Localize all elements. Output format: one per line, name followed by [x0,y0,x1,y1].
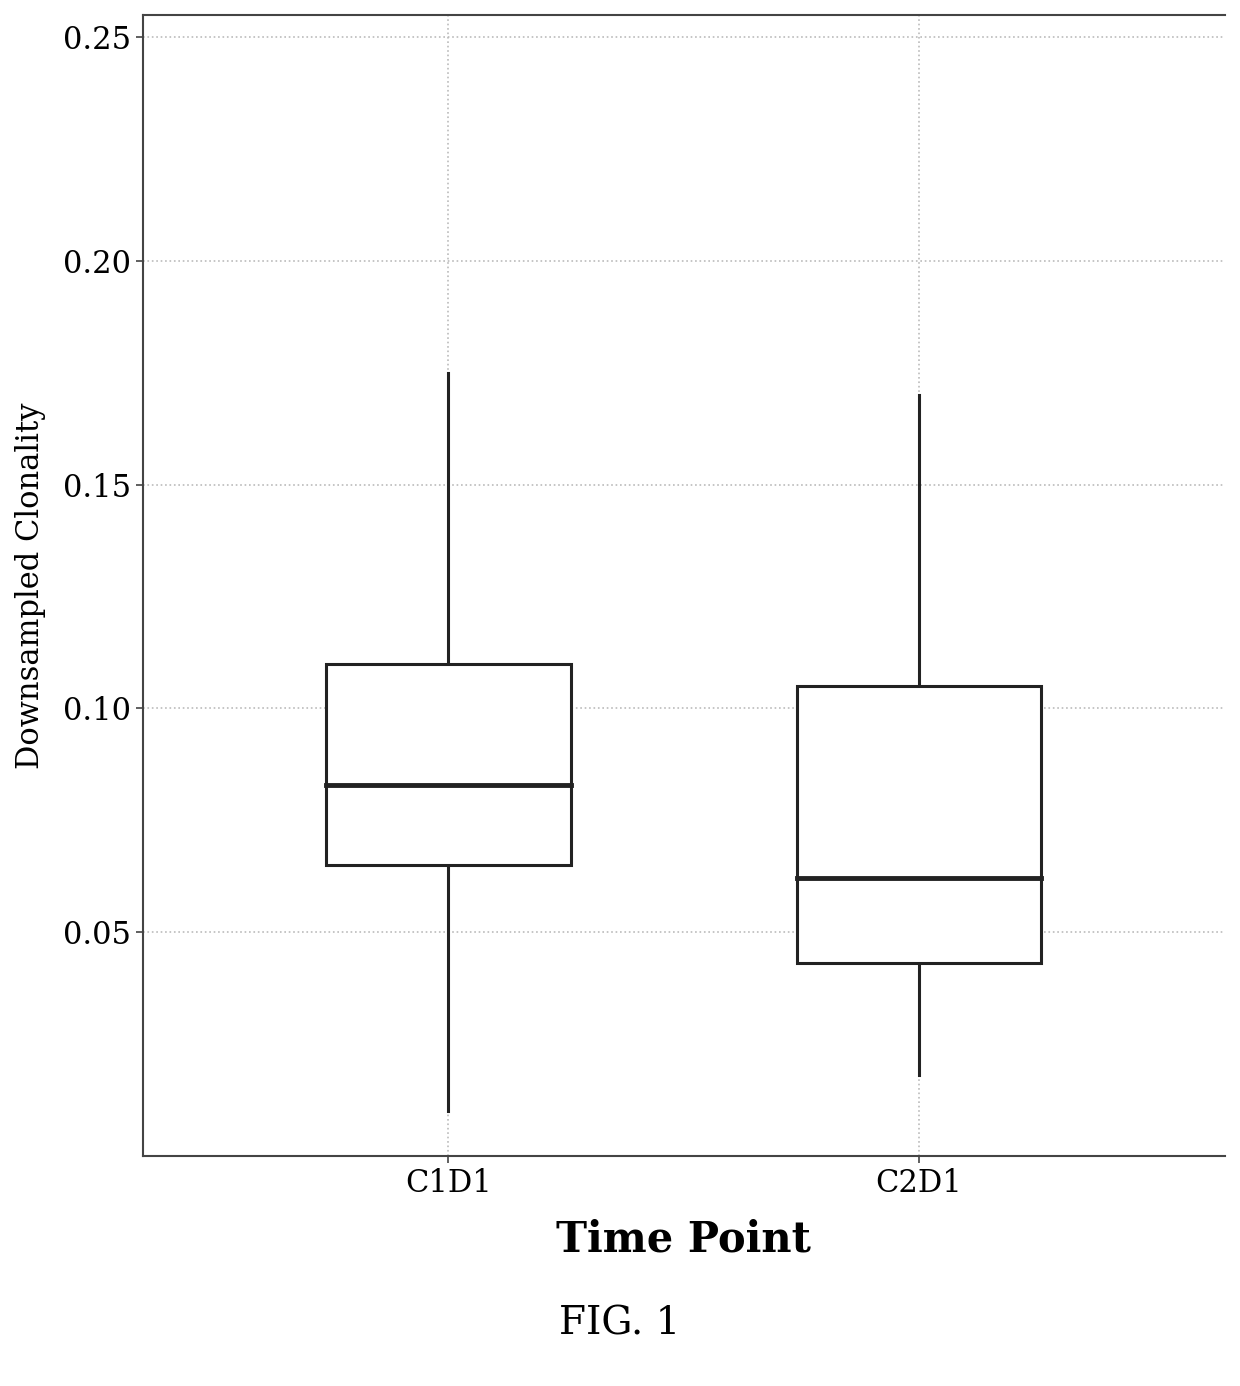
Bar [797,686,1042,963]
Bar [326,664,570,865]
Text: FIG. 1: FIG. 1 [559,1306,681,1342]
X-axis label: Time Point: Time Point [557,1218,811,1260]
Y-axis label: Downsampled Clonality: Downsampled Clonality [15,402,46,769]
